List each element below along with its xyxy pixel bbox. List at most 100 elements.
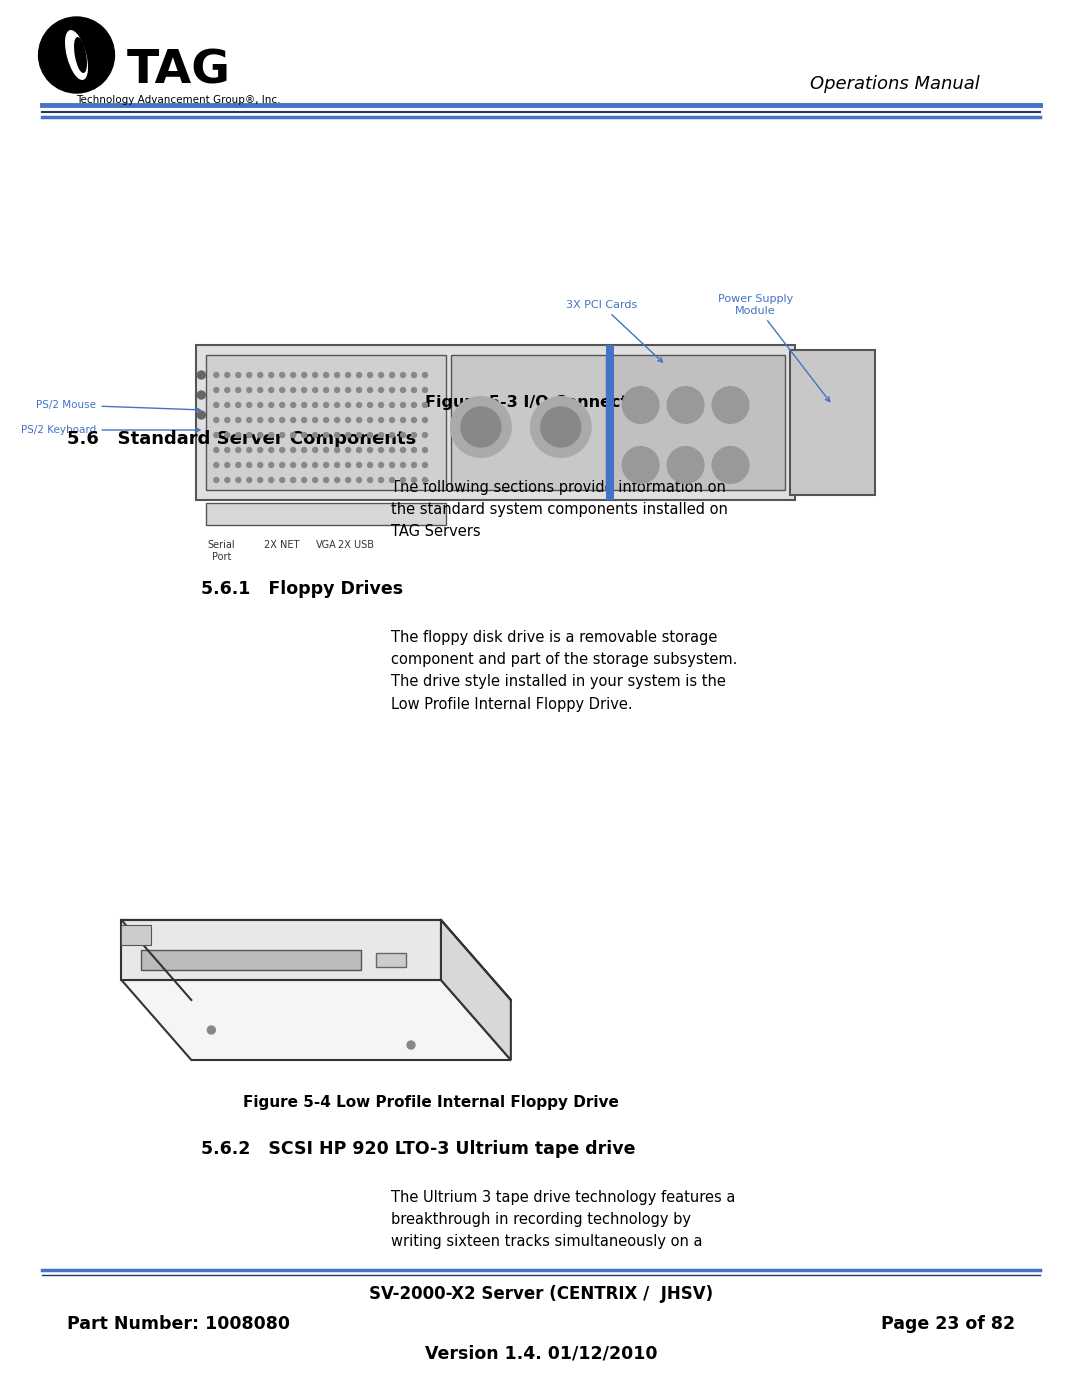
Circle shape bbox=[280, 447, 285, 453]
Circle shape bbox=[379, 447, 383, 453]
Circle shape bbox=[422, 418, 428, 422]
Circle shape bbox=[246, 462, 252, 468]
Text: SV-2000-X2 Server (CENTRIX /  JHSV): SV-2000-X2 Server (CENTRIX / JHSV) bbox=[368, 1285, 713, 1303]
Circle shape bbox=[312, 447, 318, 453]
FancyBboxPatch shape bbox=[606, 345, 613, 500]
Circle shape bbox=[258, 402, 262, 408]
Circle shape bbox=[411, 478, 417, 482]
Circle shape bbox=[225, 462, 230, 468]
Text: Page 23 of 82: Page 23 of 82 bbox=[881, 1315, 1015, 1333]
Circle shape bbox=[246, 433, 252, 437]
Circle shape bbox=[324, 462, 328, 468]
Circle shape bbox=[312, 387, 318, 393]
Circle shape bbox=[291, 418, 296, 422]
Circle shape bbox=[411, 418, 417, 422]
Circle shape bbox=[291, 433, 296, 437]
Circle shape bbox=[422, 402, 428, 408]
Circle shape bbox=[379, 402, 383, 408]
Circle shape bbox=[258, 433, 262, 437]
Circle shape bbox=[401, 478, 405, 482]
Circle shape bbox=[451, 397, 511, 457]
FancyBboxPatch shape bbox=[791, 351, 875, 495]
Circle shape bbox=[214, 418, 219, 422]
Circle shape bbox=[356, 433, 362, 437]
Circle shape bbox=[401, 447, 405, 453]
Circle shape bbox=[623, 387, 659, 423]
Circle shape bbox=[225, 418, 230, 422]
Circle shape bbox=[367, 373, 373, 377]
FancyBboxPatch shape bbox=[141, 950, 361, 970]
Text: 5.6   Standard Server Components: 5.6 Standard Server Components bbox=[67, 430, 416, 448]
Circle shape bbox=[291, 478, 296, 482]
Circle shape bbox=[379, 373, 383, 377]
Circle shape bbox=[379, 478, 383, 482]
Circle shape bbox=[411, 433, 417, 437]
Circle shape bbox=[390, 447, 394, 453]
Circle shape bbox=[269, 447, 273, 453]
Circle shape bbox=[335, 373, 339, 377]
Circle shape bbox=[235, 387, 241, 393]
Text: 5.6.2   SCSI HP 920 LTO-3 Ultrium tape drive: 5.6.2 SCSI HP 920 LTO-3 Ultrium tape dri… bbox=[201, 1140, 636, 1158]
Circle shape bbox=[312, 433, 318, 437]
Circle shape bbox=[269, 418, 273, 422]
Circle shape bbox=[198, 411, 205, 419]
Circle shape bbox=[39, 17, 114, 94]
Circle shape bbox=[258, 387, 262, 393]
Circle shape bbox=[379, 418, 383, 422]
Circle shape bbox=[225, 387, 230, 393]
FancyBboxPatch shape bbox=[197, 345, 796, 500]
Circle shape bbox=[335, 433, 339, 437]
Circle shape bbox=[346, 462, 351, 468]
Circle shape bbox=[422, 478, 428, 482]
Circle shape bbox=[713, 447, 748, 483]
Circle shape bbox=[312, 402, 318, 408]
Ellipse shape bbox=[66, 31, 87, 80]
Circle shape bbox=[367, 478, 373, 482]
Circle shape bbox=[301, 478, 307, 482]
Circle shape bbox=[390, 373, 394, 377]
FancyBboxPatch shape bbox=[206, 355, 446, 490]
Circle shape bbox=[531, 397, 591, 457]
Circle shape bbox=[367, 433, 373, 437]
Circle shape bbox=[411, 373, 417, 377]
Circle shape bbox=[235, 402, 241, 408]
Circle shape bbox=[214, 387, 219, 393]
Circle shape bbox=[246, 478, 252, 482]
Text: 5.6.1   Floppy Drives: 5.6.1 Floppy Drives bbox=[201, 580, 404, 598]
Circle shape bbox=[225, 373, 230, 377]
Polygon shape bbox=[121, 921, 511, 1000]
Circle shape bbox=[379, 462, 383, 468]
Circle shape bbox=[335, 478, 339, 482]
Circle shape bbox=[235, 373, 241, 377]
Circle shape bbox=[301, 418, 307, 422]
Circle shape bbox=[258, 447, 262, 453]
Circle shape bbox=[312, 462, 318, 468]
Text: Figure 5-4 Low Profile Internal Floppy Drive: Figure 5-4 Low Profile Internal Floppy D… bbox=[243, 1095, 619, 1111]
Text: 2X NET: 2X NET bbox=[264, 541, 299, 550]
Circle shape bbox=[667, 387, 703, 423]
Circle shape bbox=[422, 373, 428, 377]
Text: PS/2 Keyboard: PS/2 Keyboard bbox=[22, 425, 200, 434]
Circle shape bbox=[235, 433, 241, 437]
Circle shape bbox=[422, 387, 428, 393]
Circle shape bbox=[198, 391, 205, 400]
Circle shape bbox=[422, 447, 428, 453]
Circle shape bbox=[280, 433, 285, 437]
Circle shape bbox=[269, 402, 273, 408]
FancyBboxPatch shape bbox=[376, 953, 406, 967]
Circle shape bbox=[225, 433, 230, 437]
Circle shape bbox=[258, 478, 262, 482]
Circle shape bbox=[291, 447, 296, 453]
Circle shape bbox=[411, 402, 417, 408]
Circle shape bbox=[246, 387, 252, 393]
FancyBboxPatch shape bbox=[610, 355, 785, 490]
Circle shape bbox=[280, 478, 285, 482]
Circle shape bbox=[367, 462, 373, 468]
Polygon shape bbox=[441, 921, 511, 1060]
Circle shape bbox=[324, 402, 328, 408]
Circle shape bbox=[390, 418, 394, 422]
Text: Figure 5-3 I/O Connectors: Figure 5-3 I/O Connectors bbox=[424, 395, 657, 409]
Text: TAG: TAG bbox=[126, 47, 230, 94]
Circle shape bbox=[235, 418, 241, 422]
Circle shape bbox=[346, 387, 351, 393]
